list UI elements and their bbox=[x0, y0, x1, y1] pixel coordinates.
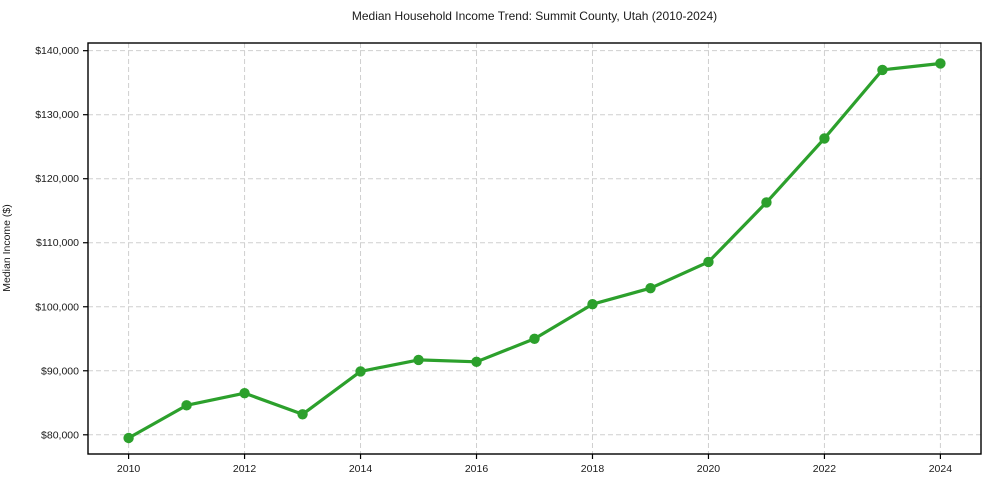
x-tick-label: 2024 bbox=[929, 463, 953, 475]
x-tick-label: 2022 bbox=[813, 463, 837, 475]
data-point bbox=[587, 298, 598, 310]
x-tick-label: 2020 bbox=[697, 463, 721, 475]
data-point bbox=[761, 197, 772, 208]
x-tick-label: 2016 bbox=[465, 463, 489, 475]
data-point bbox=[413, 354, 424, 366]
data-point bbox=[703, 256, 714, 268]
data-point bbox=[529, 333, 540, 344]
data-point bbox=[297, 409, 308, 420]
plot-border bbox=[87, 42, 982, 455]
y-tick-label: $140,000 bbox=[35, 45, 79, 57]
data-point bbox=[181, 400, 192, 411]
data-point bbox=[239, 387, 250, 399]
data-point bbox=[877, 64, 888, 76]
data-point bbox=[471, 356, 482, 368]
x-tick-label: 2012 bbox=[233, 463, 257, 475]
data-point bbox=[645, 282, 656, 294]
x-tick-label: 2010 bbox=[117, 463, 141, 475]
y-tick-label: $90,000 bbox=[41, 365, 79, 377]
data-point bbox=[123, 432, 134, 444]
y-tick-label: $110,000 bbox=[36, 237, 79, 249]
data-point bbox=[355, 366, 366, 377]
y-tick-label: $100,000 bbox=[35, 301, 79, 313]
y-tick-label: $130,000 bbox=[35, 109, 79, 121]
data-point bbox=[819, 133, 830, 144]
y-tick-label: $80,000 bbox=[41, 429, 79, 441]
x-tick-label: 2018 bbox=[581, 463, 605, 475]
data-point bbox=[935, 58, 946, 69]
x-tick-label: 2014 bbox=[349, 463, 373, 475]
y-tick-label: $120,000 bbox=[35, 173, 79, 185]
chart-title: Median Household Income Trend: Summit Co… bbox=[351, 9, 718, 23]
trend-line bbox=[126, 61, 943, 440]
